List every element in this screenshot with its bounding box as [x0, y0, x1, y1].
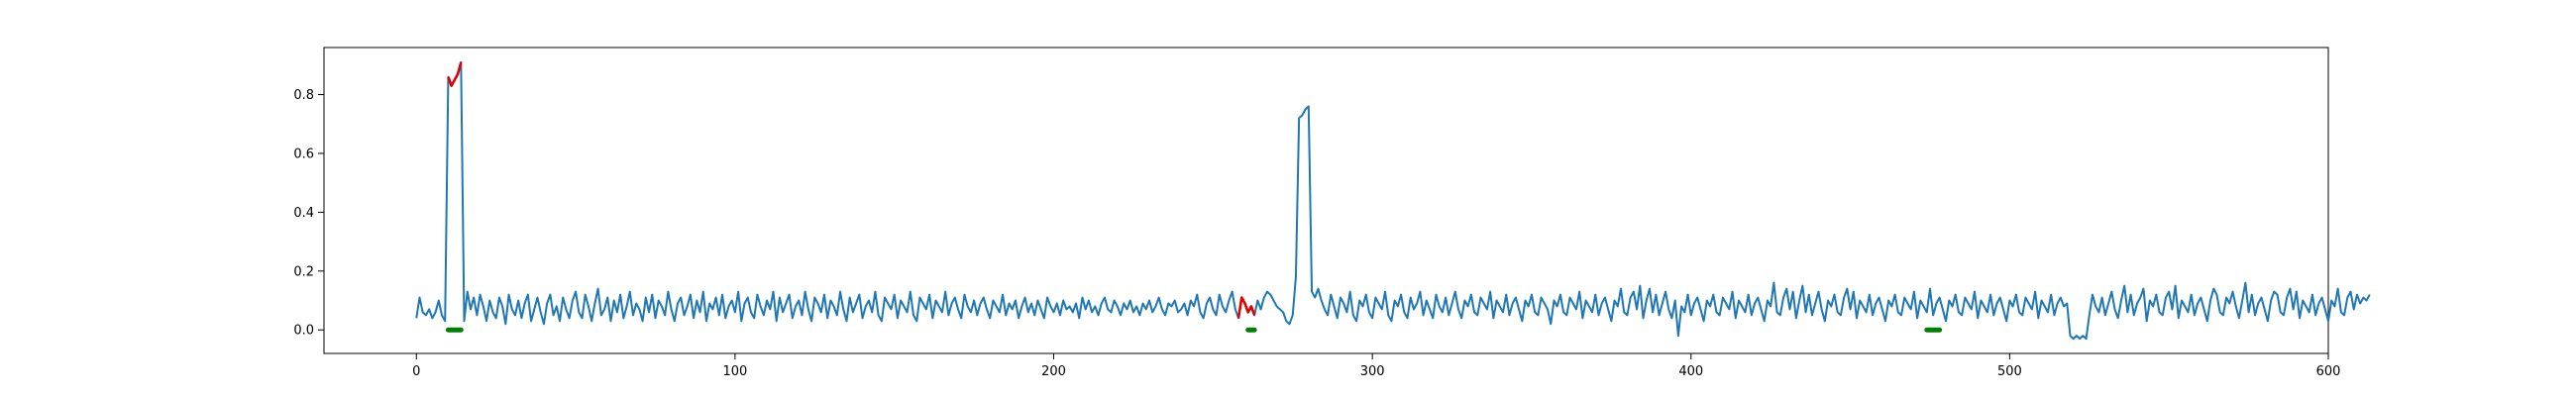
anomaly-layer	[447, 61, 1256, 319]
series-line	[415, 60, 2371, 341]
y-tick-label: 0.8	[293, 88, 314, 103]
plot-area	[323, 47, 2329, 354]
x-tick-label: 100	[722, 364, 747, 379]
series-layer	[415, 60, 2371, 341]
plot-frame	[323, 47, 2329, 354]
x-tick-label: 600	[2316, 364, 2341, 379]
y-tick-label: 0.6	[293, 147, 314, 161]
x-tick-label: 0	[412, 364, 420, 379]
y-axis: 0.0 0.2 0.4 0.6 0.8	[293, 88, 324, 339]
x-tick-label: 400	[1678, 364, 1703, 379]
y-tick-label: 0.2	[293, 264, 314, 279]
x-axis: 0 100 200 300 400 500 600	[412, 353, 2340, 379]
anomaly-segment	[1236, 296, 1256, 319]
y-tick-label: 0.0	[293, 324, 314, 339]
y-tick-label: 0.4	[293, 206, 314, 221]
anomaly-segment	[447, 61, 463, 87]
x-tick-label: 500	[1997, 364, 2022, 379]
x-tick-label: 300	[1360, 364, 1385, 379]
x-tick-label: 200	[1041, 364, 1066, 379]
